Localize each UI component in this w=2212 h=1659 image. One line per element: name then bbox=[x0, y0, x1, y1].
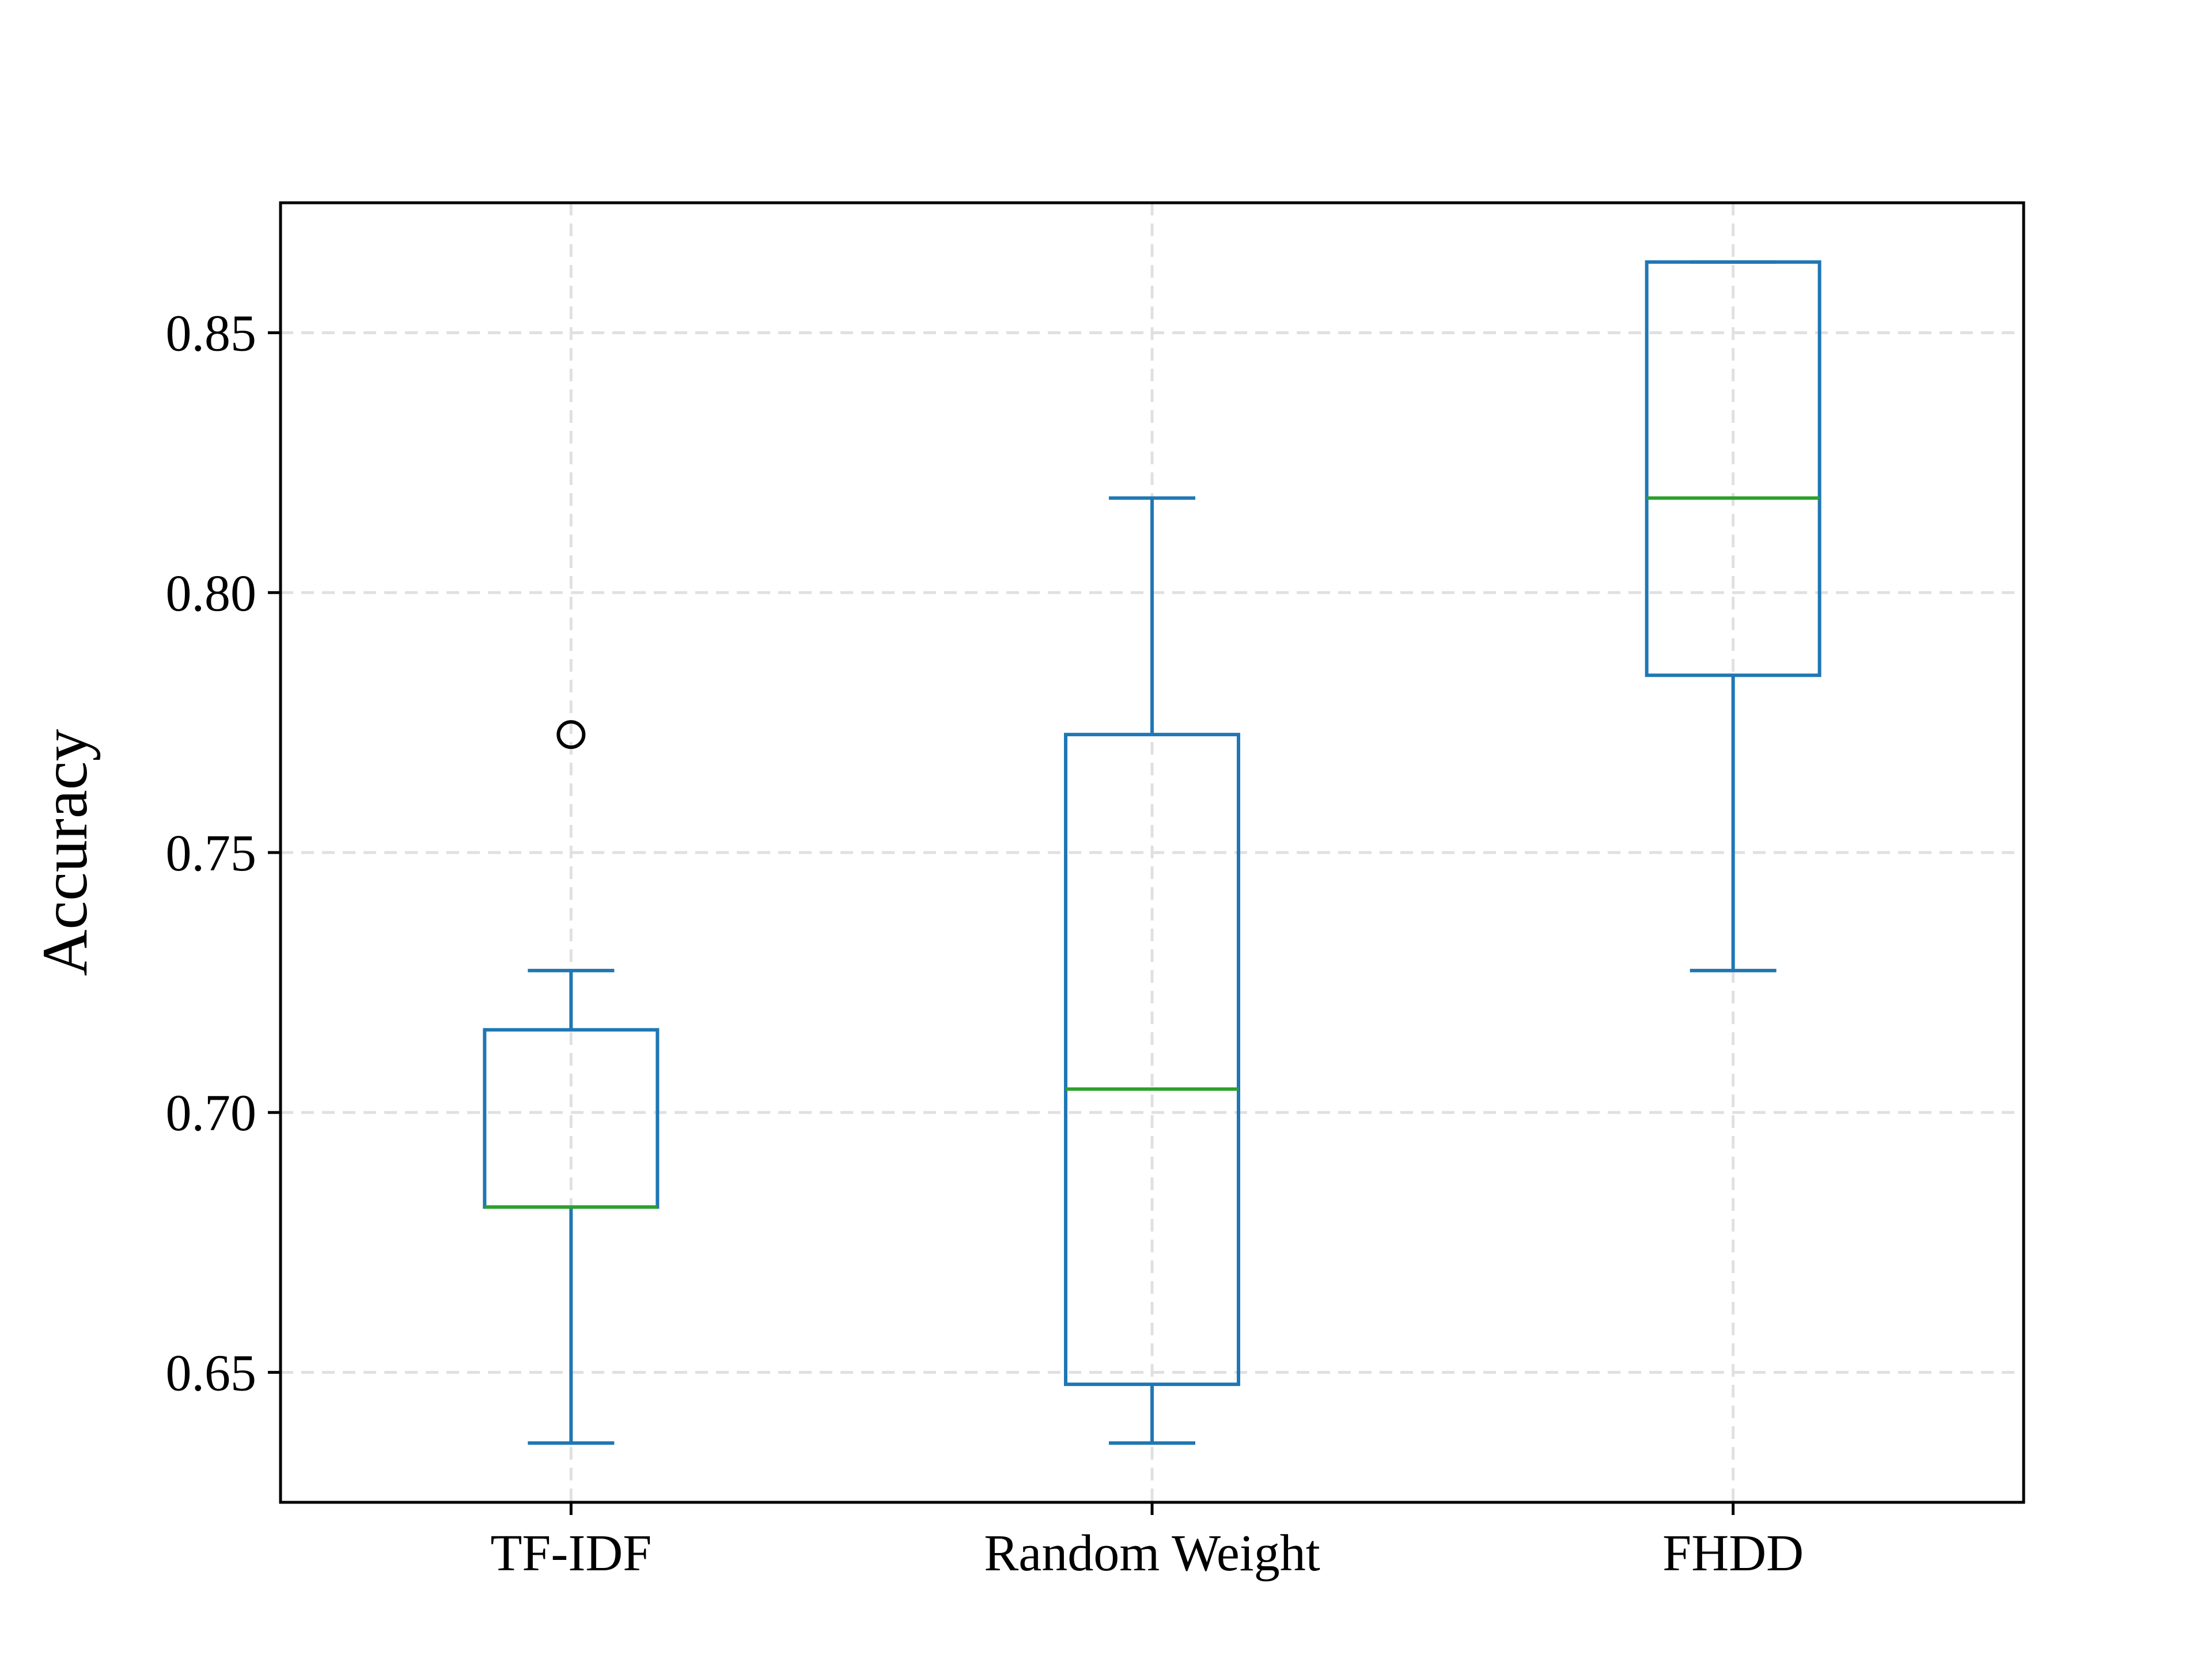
box-group bbox=[1064, 496, 1240, 1445]
grid bbox=[281, 203, 2024, 1502]
y-axis-title: Accuracy bbox=[29, 729, 101, 976]
box-group bbox=[483, 720, 660, 1445]
x-tick-label: FHDD bbox=[1662, 1525, 1804, 1582]
y-tick-label: 0.75 bbox=[166, 825, 257, 882]
x-tick-label: Random Weight bbox=[984, 1525, 1320, 1582]
y-tick-label: 0.85 bbox=[166, 305, 257, 362]
y-tick-label: 0.65 bbox=[166, 1344, 257, 1402]
boxes bbox=[483, 260, 1821, 1445]
x-tick-label: TF-IDF bbox=[490, 1525, 652, 1582]
iqr-box bbox=[1645, 260, 1821, 677]
x-axis: TF-IDF Random Weight FHDD bbox=[490, 1502, 1804, 1582]
outlier-point bbox=[556, 720, 586, 749]
y-axis: 0.65 0.70 0.75 0.80 0.85 bbox=[166, 305, 281, 1402]
box-group bbox=[1645, 260, 1821, 972]
iqr-box bbox=[1064, 733, 1240, 1387]
y-tick-label: 0.80 bbox=[166, 565, 257, 622]
y-tick-label: 0.70 bbox=[166, 1085, 257, 1142]
